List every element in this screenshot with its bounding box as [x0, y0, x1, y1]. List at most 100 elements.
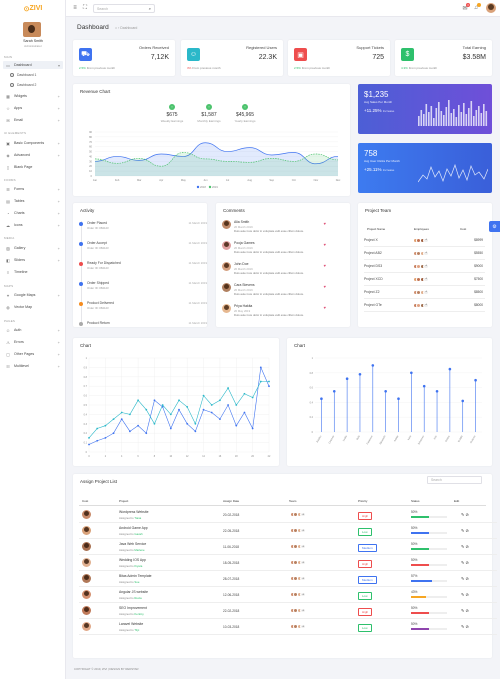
table-row: Java Web Service Assigned to Marlene 11-06… [79, 539, 497, 555]
sidebar-item-blank-page[interactable]: ▯ Blank Page [3, 163, 63, 171]
delete-icon[interactable]: ⊘ [465, 544, 469, 549]
edit-icon[interactable]: ✎ [461, 528, 465, 533]
sidebar-item-auth[interactable]: ☺ Auth + [3, 326, 63, 334]
delete-icon[interactable]: ⊘ [465, 560, 469, 565]
comment-date: 20 May 2019 [234, 308, 251, 313]
menu-icon[interactable]: ≡ [73, 5, 77, 11]
series-line-2019 [94, 152, 339, 167]
brand-logo[interactable]: ⊙ ZIVI [23, 5, 43, 13]
project-cost: $5550 [474, 251, 483, 255]
lollipop-point [345, 377, 349, 381]
heart-icon[interactable]: ♥ [323, 221, 326, 226]
summary-value: $45,965 [235, 112, 255, 118]
avatar[interactable] [23, 22, 41, 37]
sidebar-item-basic-components[interactable]: ▣ Basic Components + [3, 139, 63, 147]
sidebar-item-advanced[interactable]: ◈ Advanced + [3, 151, 63, 159]
assign-date: 12-06-2018 [223, 593, 240, 597]
delete-icon[interactable]: ⊘ [465, 592, 469, 597]
progress-fill [411, 580, 432, 582]
sidebar-subitem-dashboard2[interactable]: Dashboard 2 [10, 83, 36, 87]
sidebar-item-errors[interactable]: ⚠ Errors + [3, 338, 63, 346]
data-point [120, 411, 123, 414]
sidebar-item-tables[interactable]: ▤ Tables + [3, 197, 63, 205]
sidebar-item-email[interactable]: ✉ Email + [3, 116, 63, 124]
comment-author: Priya Hakita [234, 304, 253, 308]
summary-label: Monthly Earnings [197, 119, 221, 123]
edit-icon[interactable]: ✎ [461, 576, 465, 581]
sidebar-item-vector-map[interactable]: ◍ Vector Map [3, 303, 63, 311]
sidebar-subitem-dashboard1[interactable]: Dashboard 1 [10, 73, 36, 77]
sidebar-item-widgets[interactable]: ▦ Widgets + [3, 92, 63, 100]
topbar: ≡ ⛶ Search ⌕ ✉ 3 ♫ [66, 0, 500, 17]
heart-icon[interactable]: ♥ [323, 305, 326, 310]
delete-icon[interactable]: ⊘ [465, 624, 469, 629]
plus-icon: + [57, 257, 60, 263]
search-input[interactable]: Search ⌕ [93, 4, 155, 13]
comments-card: Comments Alia Smith 20 March 2019 Duis aut… [216, 203, 350, 327]
sidebar-item-sliders[interactable]: ◧ Sliders + [3, 256, 63, 264]
edit-icon[interactable]: ✎ [461, 608, 465, 613]
delete-icon[interactable]: ⊘ [465, 576, 469, 581]
avatar [222, 262, 231, 271]
edit-icon[interactable]: ✎ [461, 544, 465, 549]
sales-bar [468, 108, 470, 126]
sidebar-item-forms[interactable]: ☰ Forms + [3, 185, 63, 193]
status-progress [411, 548, 447, 550]
delete-icon[interactable]: ⊘ [465, 528, 469, 533]
more-avatars: +4 [300, 560, 306, 565]
activity-item: Product Delivered Order ID: #84123 11 Marc… [79, 301, 207, 315]
comment-date: 20 March 2019 [234, 287, 253, 292]
sales-bar [450, 113, 453, 126]
column-header: Cost [460, 227, 467, 231]
assign-date: 22-02-2018 [223, 609, 240, 613]
section-pages: PAGES [4, 319, 16, 323]
home-icon[interactable]: ⌂ [115, 26, 118, 30]
mail-icon[interactable]: ✉ 3 [462, 3, 470, 12]
heart-icon[interactable]: ♥ [323, 242, 326, 247]
bell-icon[interactable]: ♫ [473, 3, 481, 11]
legend-marker [208, 185, 212, 189]
sidebar-item-google-maps[interactable]: ⌖ Google Maps + [3, 291, 63, 299]
project-cost: $8000 [474, 303, 483, 307]
sidebar-item-dashboard[interactable]: ▭ Dashboard ▾ [3, 61, 63, 69]
fullscreen-icon[interactable]: ⛶ [82, 4, 88, 11]
arrow-up-icon: ↑ [206, 104, 212, 110]
heart-icon[interactable]: ♥ [323, 263, 326, 268]
data-point [145, 408, 148, 411]
lollipop-point [448, 367, 452, 371]
sidebar-item-icons[interactable]: ☁ Icons + [3, 221, 63, 229]
breadcrumb-item[interactable]: Dashboard [120, 26, 138, 30]
priority-badge: Low [358, 591, 372, 600]
avatar [222, 241, 231, 250]
x-tick-label: Elisabeth [379, 434, 387, 445]
y-tick-label: 0.4 [84, 413, 88, 416]
delete-icon[interactable]: ⊘ [465, 608, 469, 613]
sidebar-item-multilevel[interactable]: ☷ Multilevel + [3, 362, 63, 370]
y-tick-label: 0 [91, 174, 93, 178]
avatar [82, 510, 91, 519]
edit-icon[interactable]: ✎ [461, 592, 465, 597]
y-tick-label: 50 [89, 150, 92, 154]
sidebar-item-apps[interactable]: ☆ Apps + [3, 104, 63, 112]
sidebar-item-other-pages[interactable]: ▢ Other Pages + [3, 350, 63, 358]
edit-icon[interactable]: ✎ [461, 560, 465, 565]
stat-foot: From previous month [408, 66, 438, 70]
sidebar-item-charts[interactable]: ◔ Charts + [3, 209, 63, 217]
heart-icon[interactable]: ♥ [323, 284, 326, 289]
edit-icon[interactable]: ✎ [461, 512, 465, 517]
user-avatar[interactable] [486, 3, 496, 13]
comment-item: Priya Hakita 20 May 2019 Duis aute irure d… [222, 304, 326, 324]
map-icon: ⌖ [6, 292, 10, 298]
priority-badge: Medium [358, 575, 377, 584]
x-tick-label: Sep [269, 178, 274, 182]
edit-icons: ✎ ⊘ [461, 608, 469, 613]
sidebar-item-gallery[interactable]: ▨ Gallery + [3, 244, 63, 252]
settings-gear-icon[interactable]: ⚙ [489, 221, 500, 232]
status-text: 50% [411, 558, 418, 562]
table-search-input[interactable]: Search [427, 476, 482, 484]
sidebar-item-timeline[interactable]: ≡ Timeline [3, 268, 63, 276]
delete-icon[interactable]: ⊘ [465, 512, 469, 517]
sidebar-item-label: Other Pages [14, 352, 35, 356]
card-title: Project Team [365, 208, 392, 213]
edit-icon[interactable]: ✎ [461, 624, 465, 629]
